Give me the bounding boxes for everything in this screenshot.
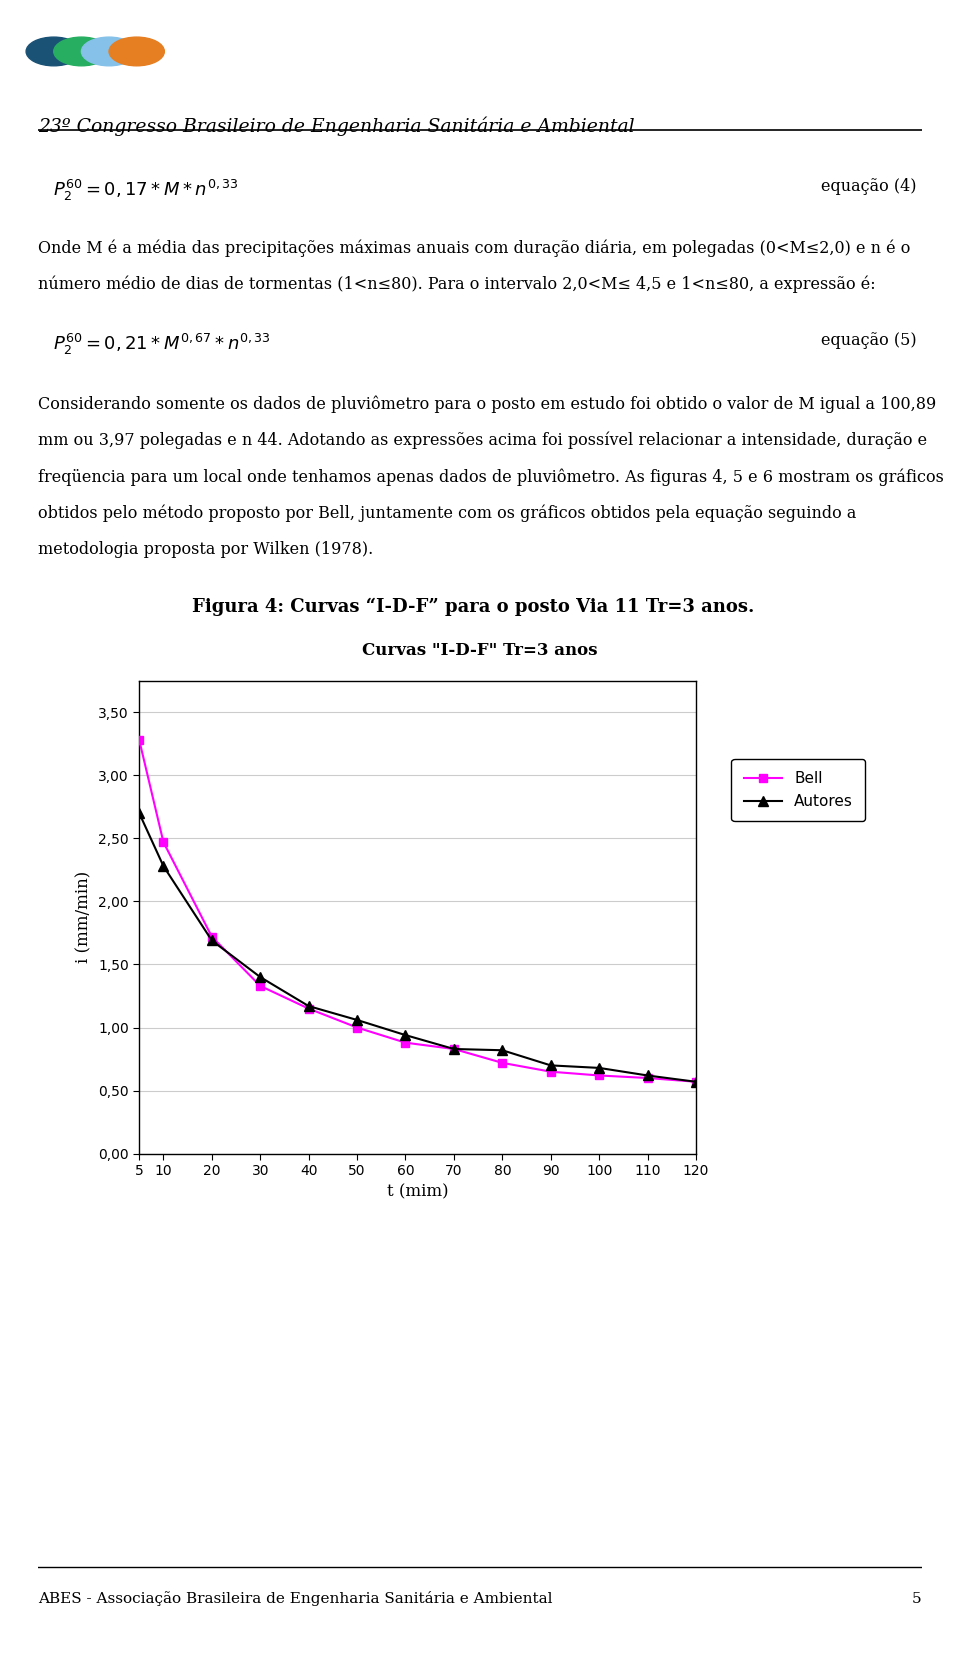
Autores <box>206 931 218 951</box>
Bell <box>642 1067 654 1087</box>
Autores <box>448 1039 460 1059</box>
Bell <box>448 1039 460 1059</box>
Text: $P_2^{60} = 0,21 * M^{0,67} * n^{0,33}$: $P_2^{60} = 0,21 * M^{0,67} * n^{0,33}$ <box>53 332 271 357</box>
Circle shape <box>26 37 82 66</box>
Bell <box>254 976 266 996</box>
Text: Onde M é a média das precipitações máximas anuais com duração diária, em polegad: Onde M é a média das precipitações máxim… <box>38 239 911 257</box>
Bell <box>399 1033 411 1052</box>
Text: 23º Congresso Brasileiro de Engenharia Sanitária e Ambiental: 23º Congresso Brasileiro de Engenharia S… <box>38 116 635 136</box>
Autores <box>593 1057 605 1077</box>
Text: metodologia proposta por Wilken (1978).: metodologia proposta por Wilken (1978). <box>38 541 373 558</box>
Legend: Bell, Autores: Bell, Autores <box>732 759 865 822</box>
Autores <box>303 996 315 1016</box>
Text: equação (4): equação (4) <box>822 178 917 194</box>
Text: Considerando somente os dados de pluviômetro para o posto em estudo foi obtido o: Considerando somente os dados de pluviôm… <box>38 395 937 413</box>
Circle shape <box>82 37 136 66</box>
Text: 5: 5 <box>912 1592 922 1605</box>
Line: Bell: Bell <box>135 735 700 1086</box>
Text: número médio de dias de tormentas (1<n≤80). Para o intervalo 2,0<M≤ 4,5 e 1<n≤80: número médio de dias de tormentas (1<n≤8… <box>38 276 876 294</box>
Bell <box>496 1052 508 1072</box>
Autores <box>351 1009 363 1029</box>
Text: $P_2^{60} = 0,17 * M * n^{0,33}$: $P_2^{60} = 0,17 * M * n^{0,33}$ <box>53 178 238 203</box>
Circle shape <box>109 37 164 66</box>
X-axis label: t (mim): t (mim) <box>387 1184 448 1200</box>
Bell <box>206 926 218 946</box>
Bell <box>133 730 145 750</box>
Text: mm ou 3,97 polegadas e n 44. Adotando as expressões acima foi possível relaciona: mm ou 3,97 polegadas e n 44. Adotando as… <box>38 432 927 450</box>
Text: equação (5): equação (5) <box>821 332 917 349</box>
Autores <box>545 1056 557 1076</box>
Autores <box>690 1072 702 1092</box>
Circle shape <box>54 37 109 66</box>
Text: Curvas "I-D-F" Tr=3 anos: Curvas "I-D-F" Tr=3 anos <box>362 642 598 659</box>
Bell <box>157 832 169 852</box>
Autores <box>133 803 145 823</box>
Bell <box>351 1018 363 1038</box>
Text: ABES - Associação Brasileira de Engenharia Sanitária e Ambiental: ABES - Associação Brasileira de Engenhar… <box>38 1590 553 1607</box>
Bell <box>303 999 315 1019</box>
Text: obtidos pelo método proposto por Bell, juntamente com os gráficos obtidos pela e: obtidos pelo método proposto por Bell, j… <box>38 505 856 523</box>
Line: Autores: Autores <box>134 808 701 1087</box>
Autores <box>157 857 169 876</box>
Autores <box>254 968 266 988</box>
Bell <box>690 1072 702 1092</box>
Bell <box>593 1066 605 1086</box>
Text: freqüencia para um local onde tenhamos apenas dados de pluviômetro. As figuras 4: freqüencia para um local onde tenhamos a… <box>38 468 945 486</box>
Y-axis label: i (mm/min): i (mm/min) <box>76 872 92 963</box>
Text: Figura 4: Curvas “I-D-F” para o posto Via 11 Tr=3 anos.: Figura 4: Curvas “I-D-F” para o posto Vi… <box>192 598 755 616</box>
Autores <box>496 1041 508 1061</box>
Autores <box>642 1066 654 1086</box>
Bell <box>545 1062 557 1082</box>
Autores <box>399 1026 411 1046</box>
